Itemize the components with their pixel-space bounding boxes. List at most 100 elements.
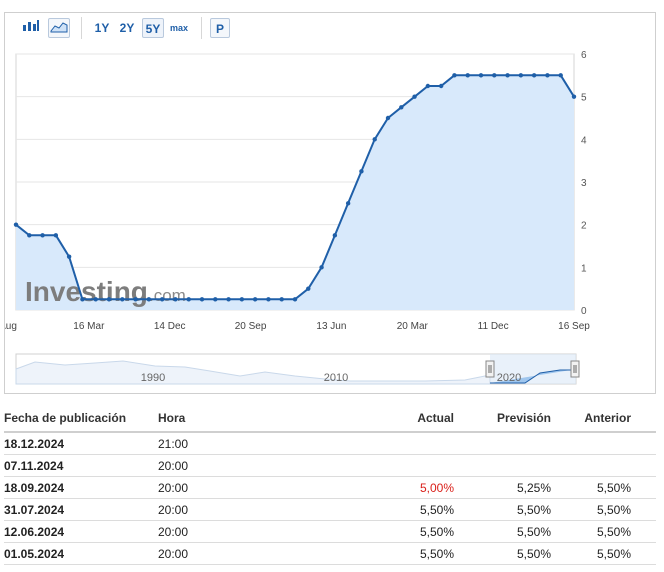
- data-point[interactable]: [425, 83, 431, 89]
- chart-navigator[interactable]: 1990 2010 2020: [15, 353, 580, 385]
- data-point[interactable]: [558, 73, 563, 78]
- row-date: 31.07.2024: [4, 498, 158, 521]
- y-tick-label: 3: [581, 178, 587, 189]
- row-time: 20:00: [158, 520, 264, 543]
- data-point[interactable]: [27, 233, 32, 238]
- table-row: 18.09.2024 20:00 5,00% 5,25% 5,50%: [4, 476, 656, 499]
- row-previous: [551, 454, 631, 477]
- data-point[interactable]: [359, 169, 364, 174]
- table-row: 31.07.2024 20:00 5,50% 5,50% 5,50%: [4, 498, 656, 521]
- col-header-forecast[interactable]: Previsión: [454, 405, 551, 433]
- y-tick-label: 0: [581, 306, 587, 317]
- data-point[interactable]: [40, 233, 45, 238]
- row-date: 07.11.2024: [4, 454, 158, 477]
- data-point[interactable]: [239, 297, 245, 302]
- data-point[interactable]: [159, 297, 165, 302]
- row-forecast: 5,25%: [454, 476, 551, 499]
- data-point[interactable]: [505, 73, 510, 78]
- data-point[interactable]: [518, 73, 524, 78]
- data-point[interactable]: [173, 297, 178, 302]
- data-point[interactable]: [252, 297, 258, 302]
- data-point[interactable]: [399, 105, 404, 110]
- row-forecast: [454, 454, 551, 477]
- row-time: 20:00: [158, 476, 264, 499]
- data-point[interactable]: [292, 297, 298, 302]
- navigator-label-2020: 2020: [497, 372, 521, 384]
- data-point[interactable]: [66, 254, 72, 259]
- data-point[interactable]: [438, 83, 444, 89]
- row-forecast: 5,50%: [454, 542, 551, 565]
- row-previous: 5,50%: [551, 520, 631, 543]
- row-date: 01.05.2024: [4, 542, 158, 565]
- row-spacer: [631, 476, 656, 499]
- data-point[interactable]: [120, 297, 125, 302]
- data-point[interactable]: [345, 201, 351, 206]
- data-point[interactable]: [332, 233, 338, 238]
- row-spacer: [631, 542, 656, 565]
- x-tick-label: 16 Sep: [558, 321, 590, 332]
- data-point[interactable]: [199, 297, 205, 302]
- data-point[interactable]: [53, 233, 59, 238]
- range-max-button[interactable]: max: [169, 23, 188, 33]
- table-row: 07.11.2024 20:00: [4, 454, 656, 477]
- area-chart-icon[interactable]: [48, 18, 70, 38]
- row-previous: [551, 432, 631, 455]
- table-row: 18.12.2024 21:00: [4, 432, 656, 455]
- row-time: 21:00: [158, 432, 264, 455]
- row-forecast: 5,50%: [454, 498, 551, 521]
- data-point[interactable]: [412, 94, 417, 99]
- navigator-right-handle[interactable]: [570, 360, 580, 378]
- row-actual: [264, 454, 454, 477]
- data-point[interactable]: [319, 265, 324, 270]
- row-date: 12.06.2024: [4, 520, 158, 543]
- data-point[interactable]: [213, 297, 218, 302]
- data-point[interactable]: [146, 297, 152, 302]
- data-point[interactable]: [186, 297, 191, 302]
- data-point[interactable]: [80, 297, 85, 302]
- data-point[interactable]: [492, 73, 497, 78]
- data-point[interactable]: [385, 115, 391, 121]
- chart-panel: 1Y 2Y 5Y max P Investing .com 0 1 2 3 4 5 6 Au…: [4, 12, 656, 394]
- table-header-row: Fecha de publicación Hora Actual Previsi…: [4, 405, 656, 433]
- row-actual: [264, 432, 454, 455]
- data-point[interactable]: [93, 297, 98, 302]
- navigator-left-handle[interactable]: [485, 360, 495, 378]
- data-point[interactable]: [372, 137, 377, 142]
- data-point[interactable]: [279, 297, 284, 302]
- col-header-previous[interactable]: Anterior: [551, 405, 631, 433]
- range-1y-button[interactable]: 1Y: [94, 21, 110, 35]
- x-tick-label: 20 Sep: [235, 321, 267, 332]
- col-header-time[interactable]: Hora: [158, 405, 264, 433]
- range-5y-button[interactable]: 5Y: [142, 18, 164, 38]
- data-point[interactable]: [226, 297, 231, 302]
- row-actual: 5,50%: [264, 498, 454, 521]
- data-point[interactable]: [133, 297, 138, 302]
- data-point[interactable]: [13, 222, 19, 227]
- data-point[interactable]: [266, 297, 271, 302]
- x-tick-label: 20 Mar: [397, 321, 429, 332]
- data-point[interactable]: [545, 73, 550, 78]
- row-actual: 5,00%: [264, 476, 454, 499]
- table-row: 12.06.2024 20:00 5,50% 5,50% 5,50%: [4, 520, 656, 543]
- data-point[interactable]: [306, 286, 311, 291]
- row-forecast: 5,50%: [454, 520, 551, 543]
- data-point[interactable]: [106, 297, 112, 302]
- chart-area-fill: [16, 75, 574, 310]
- y-tick-label: 2: [581, 221, 587, 232]
- row-spacer: [631, 498, 656, 521]
- bar-chart-icon[interactable]: [21, 18, 41, 38]
- col-header-date[interactable]: Fecha de publicación: [4, 405, 158, 433]
- data-point[interactable]: [465, 73, 470, 78]
- p-button[interactable]: P: [210, 18, 230, 38]
- data-point[interactable]: [452, 73, 457, 78]
- data-point[interactable]: [571, 94, 577, 99]
- data-point[interactable]: [531, 73, 537, 78]
- data-point[interactable]: [478, 73, 484, 78]
- x-tick-label: 14 Dec: [154, 321, 186, 332]
- row-time: 20:00: [158, 454, 264, 477]
- row-previous: 5,50%: [551, 542, 631, 565]
- col-header-actual[interactable]: Actual: [264, 405, 454, 433]
- y-tick-label: 1: [581, 263, 587, 274]
- range-2y-button[interactable]: 2Y: [119, 21, 135, 35]
- row-actual: 5,50%: [264, 542, 454, 565]
